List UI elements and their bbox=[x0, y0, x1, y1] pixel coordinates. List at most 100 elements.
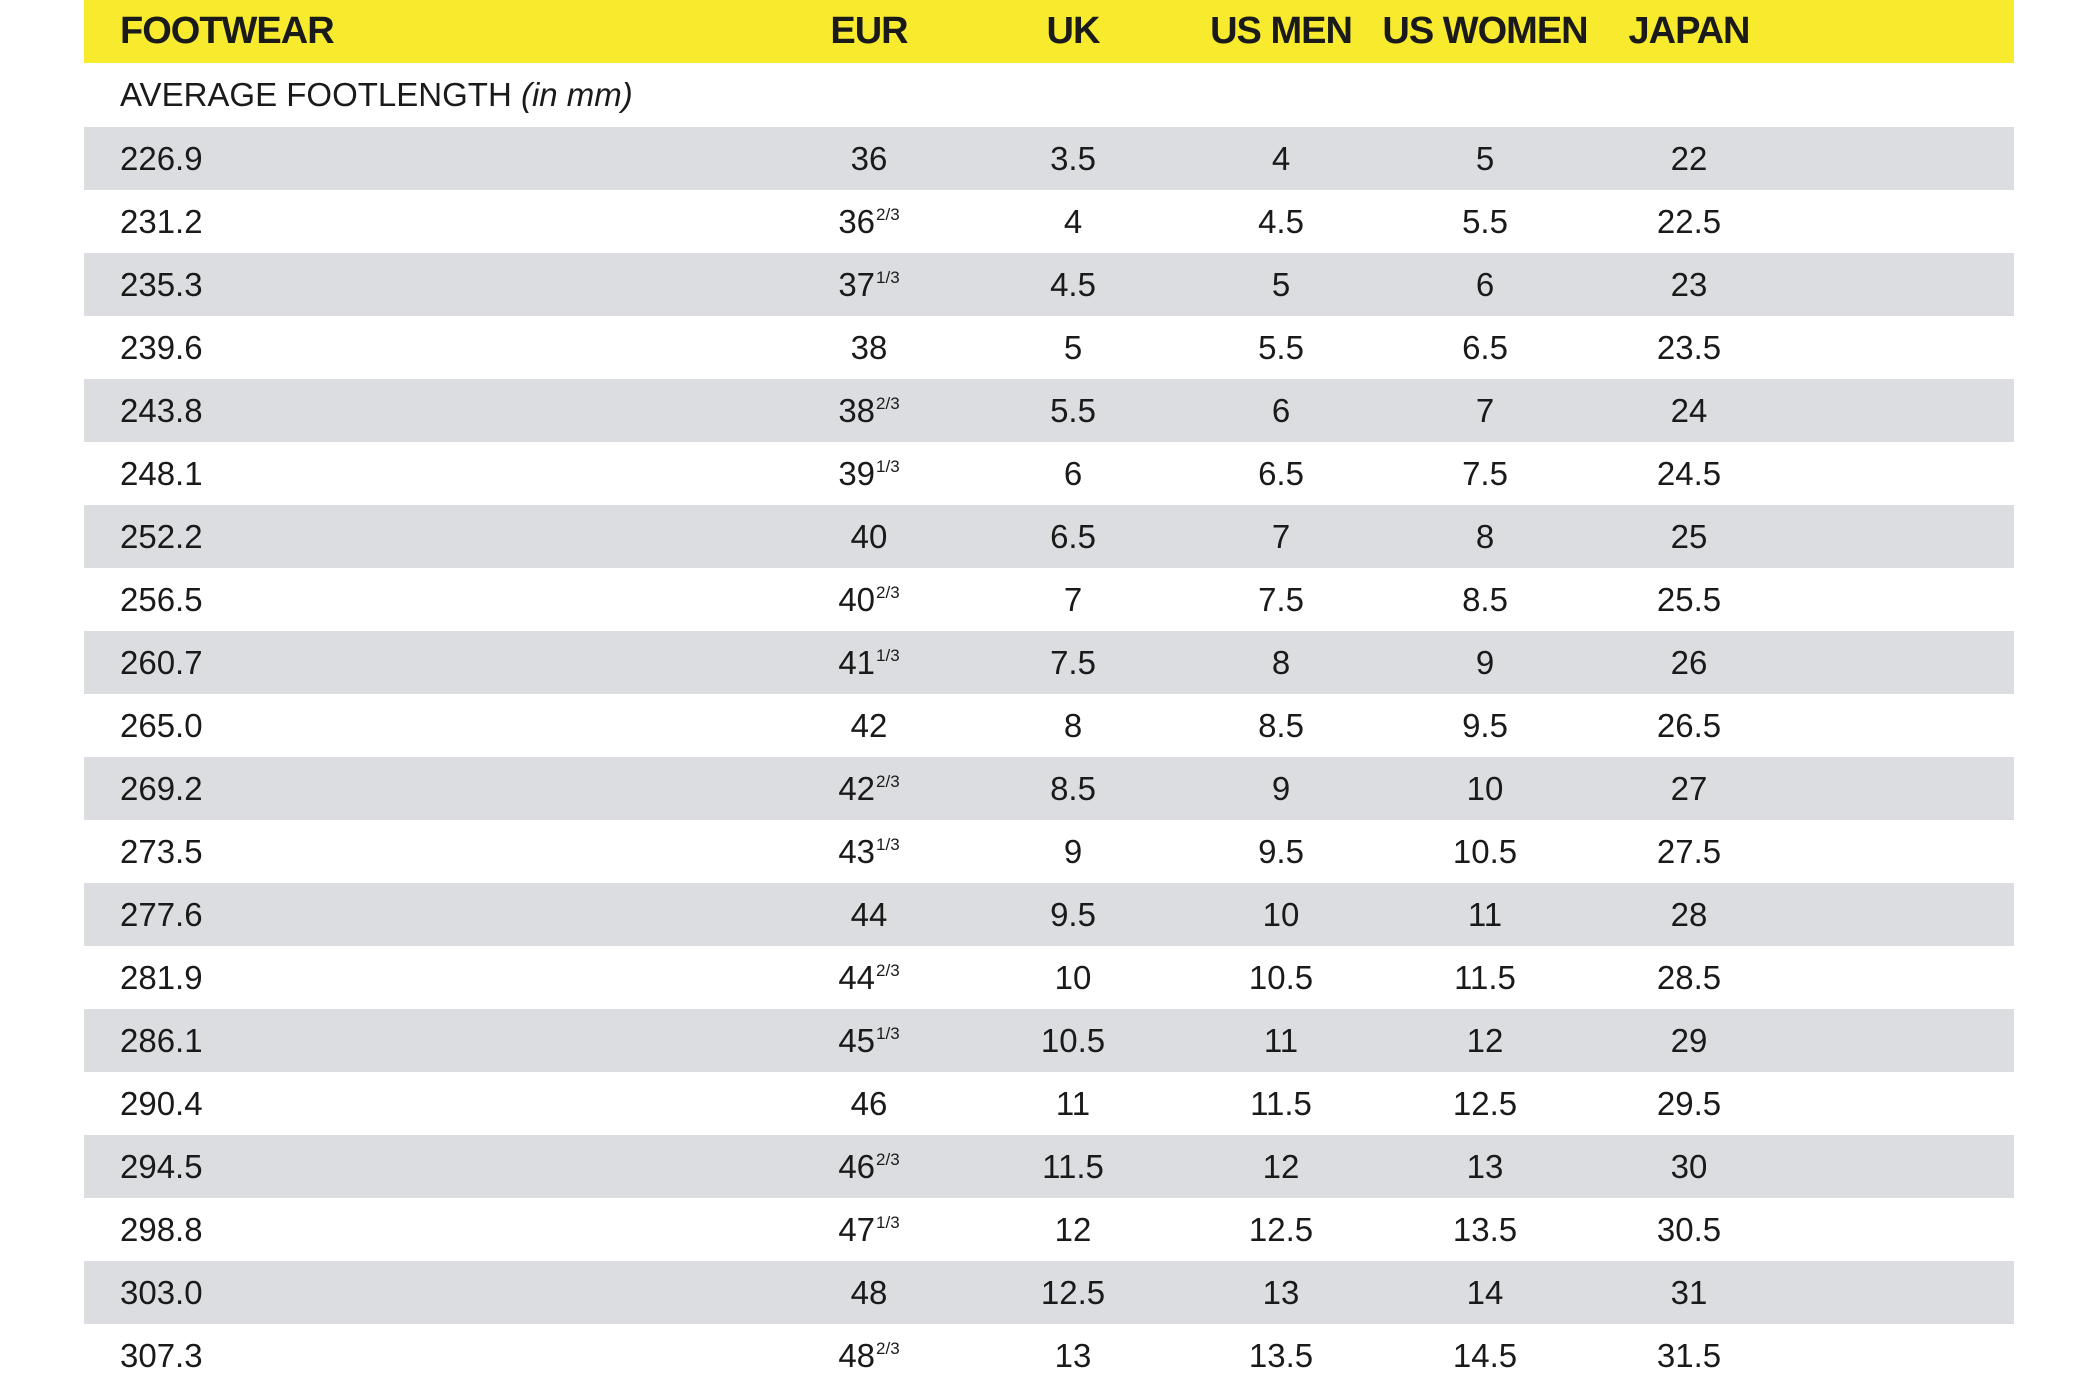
table-row: 290.4 46 11 11.5 12.5 29.5 bbox=[84, 1072, 2014, 1135]
eur-value: 46 bbox=[850, 1085, 888, 1122]
table-cell: 28.5 bbox=[1657, 946, 1721, 1009]
table-row: 273.5 431/3 9 9.5 10.5 27.5 bbox=[84, 820, 2014, 883]
table-cell: 294.5 bbox=[120, 1135, 203, 1198]
table-cell: 12.5 bbox=[1453, 1072, 1517, 1135]
table-cell: 9.5 bbox=[1050, 883, 1096, 946]
us_women-value: 11 bbox=[1467, 896, 1503, 933]
eur-value: 47 bbox=[838, 1211, 876, 1248]
table-cell: 239.6 bbox=[120, 316, 203, 379]
footlength-value: 277.6 bbox=[120, 896, 203, 933]
column-header: UK bbox=[1046, 10, 1101, 52]
us_women-value: 7.5 bbox=[1462, 455, 1508, 492]
footlength-value: 303.0 bbox=[120, 1274, 203, 1311]
table-cell: 226.9 bbox=[120, 127, 203, 190]
us_women-value: 13 bbox=[1466, 1148, 1504, 1185]
table-cell: 248.1 bbox=[120, 442, 203, 505]
table-cell: 482/3 bbox=[838, 1324, 899, 1387]
table-cell: 46 bbox=[851, 1072, 888, 1135]
table-cell: 29.5 bbox=[1657, 1072, 1721, 1135]
table-cell: 24 bbox=[1671, 379, 1708, 442]
table-cell: 298.8 bbox=[120, 1198, 203, 1261]
eur-fraction: 1/3 bbox=[876, 268, 900, 287]
table-cell: 6.5 bbox=[1258, 442, 1304, 505]
table-cell: 5 bbox=[1064, 316, 1082, 379]
table-cell: 231.2 bbox=[120, 190, 203, 253]
uk-value: 12 bbox=[1054, 1211, 1092, 1248]
table-cell: 290.4 bbox=[120, 1072, 203, 1135]
uk-value: 9.5 bbox=[1050, 896, 1096, 933]
table-row: 248.1 391/3 6 6.5 7.5 24.5 bbox=[84, 442, 2014, 505]
table-cell: 24.5 bbox=[1657, 442, 1721, 505]
japan-value: 22 bbox=[1670, 140, 1708, 177]
eur-fraction: 1/3 bbox=[876, 1024, 900, 1043]
us_men-value: 6.5 bbox=[1258, 455, 1304, 492]
subheader-label: AVERAGE FOOTLENGTH bbox=[120, 76, 512, 113]
uk-value: 7 bbox=[1063, 581, 1083, 618]
table-cell: 5.5 bbox=[1258, 316, 1304, 379]
us_men-value: 6 bbox=[1271, 392, 1291, 429]
us_women-value: 8.5 bbox=[1462, 581, 1508, 618]
table-cell: 6.5 bbox=[1050, 505, 1096, 568]
footlength-value: 265.0 bbox=[120, 707, 203, 744]
eur-value: 38 bbox=[850, 329, 888, 366]
table-cell: 7.5 bbox=[1462, 442, 1508, 505]
japan-value: 28 bbox=[1670, 896, 1708, 933]
us_women-value: 8 bbox=[1475, 518, 1495, 555]
us_women-value: 5.5 bbox=[1462, 203, 1508, 240]
table-cell: 273.5 bbox=[120, 820, 203, 883]
table-cell: 235.3 bbox=[120, 253, 203, 316]
table-cell: 265.0 bbox=[120, 694, 203, 757]
table-cell: 14 bbox=[1467, 1261, 1504, 1324]
us_men-value: 11.5 bbox=[1250, 1085, 1312, 1122]
eur-fraction: 1/3 bbox=[876, 835, 900, 854]
table-row: 235.3 371/3 4.5 5 6 23 bbox=[84, 253, 2014, 316]
eur-value: 46 bbox=[838, 1148, 876, 1185]
us_men-value: 9 bbox=[1271, 770, 1291, 807]
us_men-value: 5.5 bbox=[1258, 329, 1304, 366]
us_men-value: 8.5 bbox=[1258, 707, 1304, 744]
eur-fraction: 1/3 bbox=[876, 646, 900, 665]
japan-value: 29 bbox=[1670, 1022, 1708, 1059]
table-cell: 9.5 bbox=[1258, 820, 1304, 883]
table-cell: 23 bbox=[1671, 253, 1708, 316]
japan-value: 30.5 bbox=[1656, 1211, 1722, 1248]
eur-fraction: 2/3 bbox=[876, 1150, 900, 1169]
table-row: 265.0 42 8 8.5 9.5 26.5 bbox=[84, 694, 2014, 757]
table-cell: 42 bbox=[851, 694, 888, 757]
us_men-value: 11 bbox=[1263, 1022, 1299, 1059]
japan-value: 23 bbox=[1670, 266, 1708, 303]
table-row: 277.6 44 9.5 10 11 28 bbox=[84, 883, 2014, 946]
table-cell: 44 bbox=[851, 883, 888, 946]
table-row: 281.9 442/3 10 10.5 11.5 28.5 bbox=[84, 946, 2014, 1009]
table-cell: 8 bbox=[1272, 631, 1290, 694]
us_women-value: 9 bbox=[1475, 644, 1495, 681]
table-cell: 10 bbox=[1263, 883, 1300, 946]
footlength-value: 281.9 bbox=[120, 959, 203, 996]
us_men-value: 5 bbox=[1271, 266, 1291, 303]
uk-value: 10 bbox=[1054, 959, 1092, 996]
us_women-value: 7 bbox=[1475, 392, 1495, 429]
table-cell: 8.5 bbox=[1050, 757, 1096, 820]
table-cell: 13 bbox=[1263, 1261, 1300, 1324]
table-cell: 8.5 bbox=[1462, 568, 1508, 631]
us_men-value: 12 bbox=[1262, 1148, 1300, 1185]
us_men-value: 10.5 bbox=[1248, 959, 1314, 996]
table-cell: 26.5 bbox=[1657, 694, 1721, 757]
table-cell: 13 bbox=[1055, 1324, 1092, 1387]
us_men-value: 12.5 bbox=[1248, 1211, 1314, 1248]
eur-fraction: 2/3 bbox=[876, 961, 900, 980]
table-cell: 11.5 bbox=[1250, 1072, 1312, 1135]
japan-value: 31.5 bbox=[1656, 1337, 1722, 1374]
table-row: 231.2 362/3 4 4.5 5.5 22.5 bbox=[84, 190, 2014, 253]
table-cell: 13.5 bbox=[1249, 1324, 1313, 1387]
uk-value: 8.5 bbox=[1050, 770, 1096, 807]
eur-fraction: 1/3 bbox=[876, 1213, 900, 1232]
us_men-value: 9.5 bbox=[1258, 833, 1304, 870]
table-cell: 8 bbox=[1476, 505, 1494, 568]
table-cell: 10 bbox=[1467, 757, 1504, 820]
table-cell: 411/3 bbox=[838, 631, 899, 694]
uk-value: 9 bbox=[1063, 833, 1083, 870]
us_women-value: 9.5 bbox=[1462, 707, 1508, 744]
us_men-value: 7 bbox=[1271, 518, 1291, 555]
table-cell: 362/3 bbox=[838, 190, 899, 253]
